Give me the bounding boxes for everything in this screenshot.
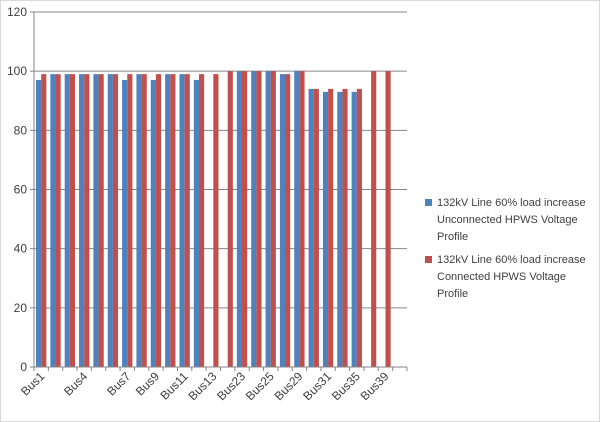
x-axis-ticks: Bus1 Bus4 Bus7 Bus9Bus11Bus13Bus23Bus25Bus2…: [18, 367, 408, 403]
bar-bus35-series-1: [351, 91, 357, 367]
bar-bus5-series-1: [93, 74, 99, 367]
bar-bus4-series-2: [84, 74, 90, 367]
legend-swatch-connected: [425, 256, 432, 263]
x-tick-label-bus4: Bus4: [61, 369, 90, 398]
bar-bus13-series-2: [213, 74, 219, 367]
x-tick-label-bus39: Bus39: [358, 369, 392, 403]
bar-bus29-series-2: [299, 71, 305, 368]
bar-bus30-series-1: [308, 88, 314, 368]
y-axis-ticks: 0 20 40 60 80 100 120: [7, 5, 34, 374]
x-tick-label-bus35: Bus35: [329, 369, 363, 403]
bar-bus32-series-1: [337, 91, 343, 367]
y-tick-label-100: 100: [7, 64, 27, 78]
bar-bus7-series-1: [122, 80, 128, 368]
bars: [36, 71, 391, 368]
y-tick-label-60: 60: [14, 183, 28, 197]
bar-bus6-series-2: [112, 74, 119, 367]
bar-bus25-series-2: [270, 71, 276, 368]
bar-bus36-series-2: [371, 71, 377, 368]
y-tick-label-40: 40: [14, 242, 28, 256]
legend: 132kV Line 60% load increase Unconnected…: [425, 195, 595, 309]
x-tick-label-bus13: Bus13: [185, 369, 219, 403]
y-tick-label-120: 120: [7, 5, 27, 19]
x-tick-label-bus31: Bus31: [300, 369, 334, 403]
bar-bus6-series-1: [107, 74, 113, 367]
bar-bus9-series-1: [150, 80, 156, 368]
legend-entry-connected: 132kV Line 60% load increase Connected H…: [425, 252, 595, 303]
bar-bus3-series-1: [64, 74, 70, 367]
x-tick-label-bus23: Bus23: [214, 369, 248, 403]
bar-bus24-series-2: [256, 71, 262, 368]
bar-bus4-series-1: [79, 74, 85, 367]
bar-bus1-series-2: [41, 74, 47, 367]
bar-bus31-series-2: [328, 88, 334, 368]
bar-bus26-series-2: [285, 74, 291, 367]
bar-bus10-series-2: [170, 74, 176, 367]
gridlines: [34, 11, 407, 309]
legend-label-unconnected: 132kV Line 60% load increase Unconnected…: [437, 197, 586, 243]
bar-bus35-series-2: [356, 88, 362, 368]
bar-bus11-series-1: [179, 74, 185, 367]
bar-bus31-series-1: [322, 91, 329, 367]
bar-bus10-series-1: [165, 74, 171, 367]
bar-bus8-series-1: [136, 74, 142, 367]
legend-swatch-unconnected: [425, 199, 432, 206]
x-tick-label-bus7: Bus7: [104, 369, 133, 398]
x-tick-label-bus29: Bus29: [272, 369, 306, 403]
bar-bus24-series-1: [251, 71, 257, 368]
bar-bus8-series-2: [141, 74, 147, 367]
bar-bus3-series-2: [69, 74, 76, 367]
bar-bus9-series-2: [155, 74, 162, 367]
bar-bus29-series-1: [294, 71, 300, 368]
legend-entry-unconnected: 132kV Line 60% load increase Unconnected…: [425, 195, 595, 246]
bar-bus14-series-2: [227, 71, 233, 368]
x-tick-label-bus25: Bus25: [243, 369, 277, 403]
bar-bus12-series-1: [193, 80, 199, 368]
bar-bus11-series-2: [184, 74, 190, 367]
bar-bus12-series-2: [198, 74, 205, 367]
bar-bus23-series-2: [242, 71, 248, 368]
y-tick-label-0: 0: [20, 360, 27, 374]
bar-bus25-series-1: [265, 71, 271, 368]
bar-bus2-series-1: [50, 74, 56, 367]
bar-bus26-series-1: [279, 74, 286, 367]
bar-bus5-series-2: [98, 74, 104, 367]
bar-bus39-series-2: [385, 71, 391, 368]
y-tick-label-80: 80: [14, 123, 28, 137]
bar-bus1-series-1: [36, 80, 42, 368]
legend-label-connected: 132kV Line 60% load increase Connected H…: [437, 254, 586, 300]
bar-bus23-series-1: [236, 71, 243, 368]
bar-bus32-series-2: [342, 88, 348, 368]
bar-bus30-series-2: [313, 88, 319, 368]
y-tick-label-20: 20: [14, 301, 28, 315]
x-tick-label-bus11: Bus11: [157, 369, 191, 403]
bar-bus7-series-2: [127, 74, 133, 367]
bar-bus2-series-2: [55, 74, 61, 367]
